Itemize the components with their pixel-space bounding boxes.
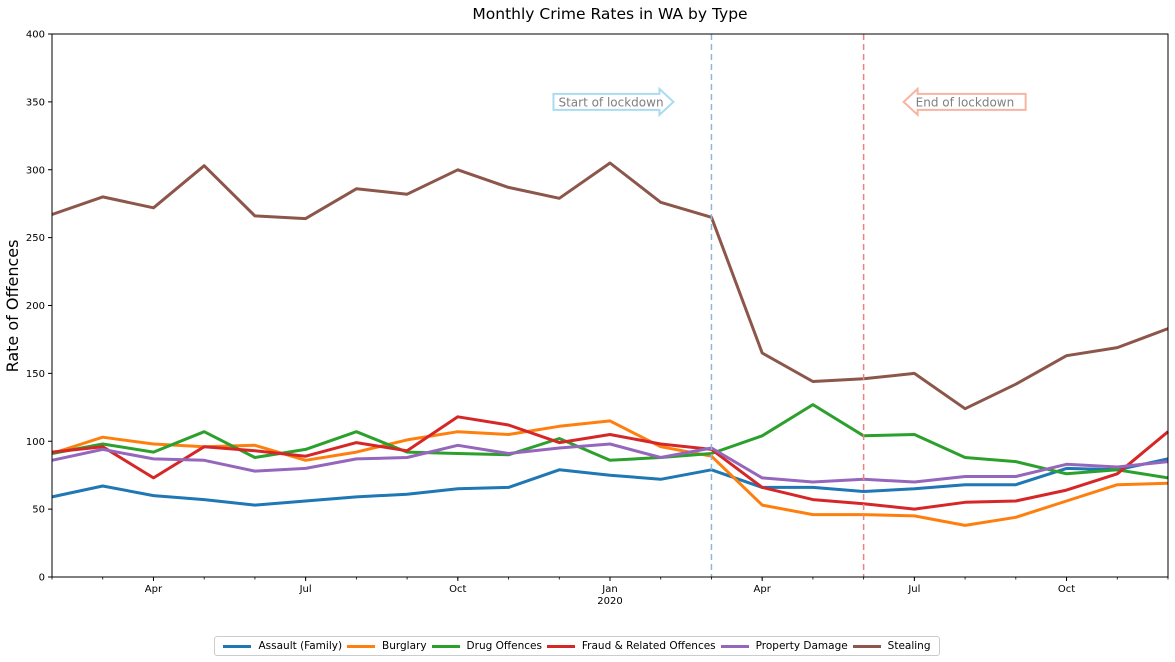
x-tick-label: Jul [907,584,920,595]
y-tick-label: 250 [26,233,45,244]
legend-item: Burglary [347,640,427,652]
legend-item: Drug Offences [431,640,542,652]
legend-label: Drug Offences [466,640,542,652]
x-tick-label: Apr [145,584,163,595]
annotation-end-lockdown: End of lockdown [916,95,1015,109]
series-line-property-damage [51,442,1169,484]
series-line-drug-offences [51,403,1169,480]
legend-swatch [223,644,252,648]
series-line-burglary [51,419,1169,527]
y-tick-label: 100 [26,437,45,448]
legend-item: Assault (Family) [223,640,342,652]
chart-legend: Assault (Family) Burglary Drug Offences Fra… [214,636,940,656]
legend-item: Stealing [852,640,931,652]
x-tick-label: Jan [601,584,617,595]
legend-swatch [852,644,881,648]
y-axis-label: Rate of Offences [3,240,22,373]
plot-frame [51,33,1169,578]
legend-item: Property Damage [720,640,848,652]
x-tick-label: Apr [754,584,772,595]
legend-label: Stealing [887,640,931,652]
plot-area: 0 50 100 150 200 250 300 350 400 Apr Jul Oct Jan2020… [26,30,1169,607]
legend-label: Property Damage [755,640,848,652]
x-tick-label: Oct [449,584,466,595]
y-tick-label: 400 [26,30,45,41]
legend-swatch [431,644,460,648]
y-tick-label: 50 [32,505,45,516]
legend-item: Fraud & Related Offences [546,640,716,652]
y-tick-label: 0 [39,573,45,584]
legend-swatch [546,644,575,648]
x-tick-label: Oct [1058,584,1075,595]
x-tick-label: Jul [299,584,312,595]
legend-swatch [347,644,376,648]
line-chart: Monthly Crime Rates in WA by Type Rate o… [3,5,1169,607]
annotation-arrow-right [552,86,675,118]
chart-title: Monthly Crime Rates in WA by Type [472,5,747,23]
annotation-arrow-left [902,86,1027,118]
legend-label: Fraud & Related Offences [581,640,716,652]
y-tick-label: 150 [26,369,45,380]
y-tick-label: 350 [26,97,45,108]
legend-swatch [720,644,749,648]
y-tick-label: 200 [26,301,45,312]
series-line-fraud-related-offences [51,415,1169,511]
legend-label: Assault (Family) [258,640,343,652]
series-line-assault-family [51,457,1169,507]
y-tick-label: 300 [26,165,45,176]
x-tick-sublabel: 2020 [597,596,622,607]
annotation-start-lockdown: Start of lockdown [558,95,663,109]
legend-label: Burglary [382,640,427,652]
series-line-stealing [51,161,1169,411]
